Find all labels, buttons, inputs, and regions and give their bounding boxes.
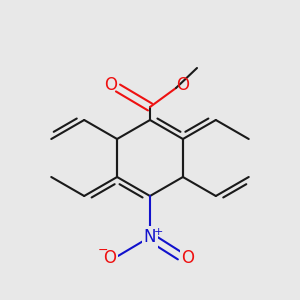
Text: O: O	[104, 76, 118, 94]
Text: −: −	[98, 244, 108, 256]
Text: +: +	[153, 227, 163, 237]
Text: O: O	[182, 249, 194, 267]
Text: N: N	[144, 228, 156, 246]
Text: O: O	[176, 76, 190, 94]
Text: O: O	[103, 249, 116, 267]
